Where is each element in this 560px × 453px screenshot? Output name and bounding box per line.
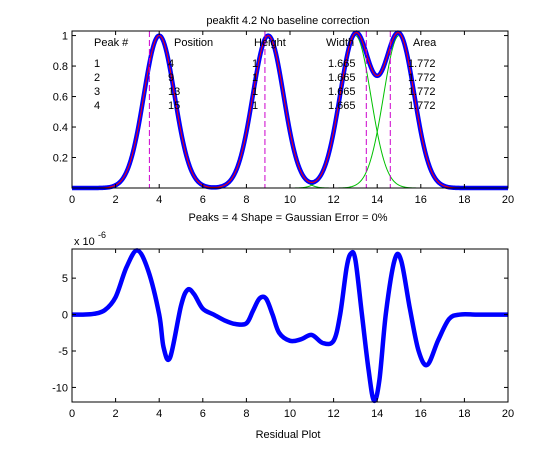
x-tick-label: 0 [69, 408, 75, 420]
table-cell: 13 [168, 86, 180, 98]
data-series [70, 30, 510, 191]
x-tick-label: 18 [458, 194, 470, 206]
table-header: Peak # [94, 37, 129, 49]
table-cell: 4 [168, 58, 174, 70]
y-tick-label: 0.8 [53, 61, 68, 73]
table-cell: 9 [168, 72, 174, 84]
top-xlabel: Peaks = 4 Shape = Gaussian Error = 0% [188, 212, 387, 224]
component-peak-2 [72, 35, 508, 189]
x-tick-label: 18 [458, 408, 470, 420]
x-tick-label: 16 [415, 408, 427, 420]
table-header: Height [254, 37, 286, 49]
table-cell: 1 [252, 86, 258, 98]
x-tick-label: 2 [113, 408, 119, 420]
fit-series [72, 32, 508, 189]
y-tick-label: 0 [62, 310, 68, 322]
table-cell: 3 [94, 86, 100, 98]
x-tick-label: 12 [327, 194, 339, 206]
table-header: Position [174, 37, 213, 49]
top-x-ticks: 0 2 4 6 8 10 12 14 16 18 20 [69, 31, 514, 206]
top-title: peakfit 4.2 No baseline correction [206, 15, 369, 27]
exponent-value: -6 [98, 230, 106, 240]
table-cell: 1.665 [328, 86, 356, 98]
component-peak-3 [72, 35, 508, 189]
y-tick-label: 0.4 [53, 122, 68, 134]
table-header: Width [326, 37, 354, 49]
y-tick-label: -10 [52, 382, 68, 394]
bottom-y-ticks: 5 0 -5 -10 [52, 273, 508, 394]
bottom-xlabel: Residual Plot [256, 429, 321, 441]
residual-series [71, 248, 508, 404]
table-cell: 1.665 [328, 58, 356, 70]
y-tick-label: 5 [62, 273, 68, 285]
bottom-x-ticks: 0 2 4 6 8 10 12 14 16 18 20 [69, 249, 514, 420]
residual-plot [71, 248, 508, 404]
component-peak-4 [72, 35, 508, 189]
table-header: Area [413, 37, 437, 49]
table-cell: 1.772 [408, 58, 436, 70]
exponent-base: x 10 [74, 236, 95, 248]
y-tick-label: 0.6 [53, 92, 68, 104]
y-tick-label: 1 [62, 31, 68, 43]
table-cell: 4 [94, 100, 100, 112]
table-cell: 1 [252, 58, 258, 70]
top-y-ticks: 0.2 0.4 0.6 0.8 1 [53, 31, 508, 165]
top-axes-frame [71, 30, 509, 189]
x-tick-label: 14 [371, 194, 383, 206]
x-tick-label: 10 [284, 194, 296, 206]
x-tick-label: 6 [200, 194, 206, 206]
table-cell: 15 [168, 100, 180, 112]
table-cell: 1 [94, 58, 100, 70]
table-cell: 2 [94, 72, 100, 84]
y-tick-label: 0.2 [53, 153, 68, 165]
x-tick-label: 4 [156, 194, 162, 206]
exponent-label: x 10 -6 [74, 230, 106, 248]
table-cell: 1 [252, 100, 258, 112]
x-tick-label: 12 [327, 408, 339, 420]
table-cell: 1 [252, 72, 258, 84]
x-tick-label: 10 [284, 408, 296, 420]
top-fit-plot [70, 30, 510, 191]
table-cell: 1.772 [408, 86, 436, 98]
x-tick-label: 6 [200, 408, 206, 420]
y-tick-label: -5 [58, 346, 68, 358]
x-tick-label: 20 [502, 408, 514, 420]
table-cell: 1.772 [408, 100, 436, 112]
x-tick-label: 20 [502, 194, 514, 206]
x-tick-label: 4 [156, 408, 162, 420]
component-peak-1 [72, 35, 508, 189]
peak-table: Peak # Position Height Width Area 1 4 1 1.665 1.7… [94, 37, 437, 112]
x-tick-label: 0 [69, 194, 75, 206]
x-tick-label: 8 [243, 408, 249, 420]
table-cell: 1.665 [328, 100, 356, 112]
x-tick-label: 14 [371, 408, 383, 420]
table-cell: 1.772 [408, 72, 436, 84]
table-cell: 1.665 [328, 72, 356, 84]
x-tick-label: 8 [243, 194, 249, 206]
x-tick-label: 16 [415, 194, 427, 206]
x-tick-label: 2 [113, 194, 119, 206]
